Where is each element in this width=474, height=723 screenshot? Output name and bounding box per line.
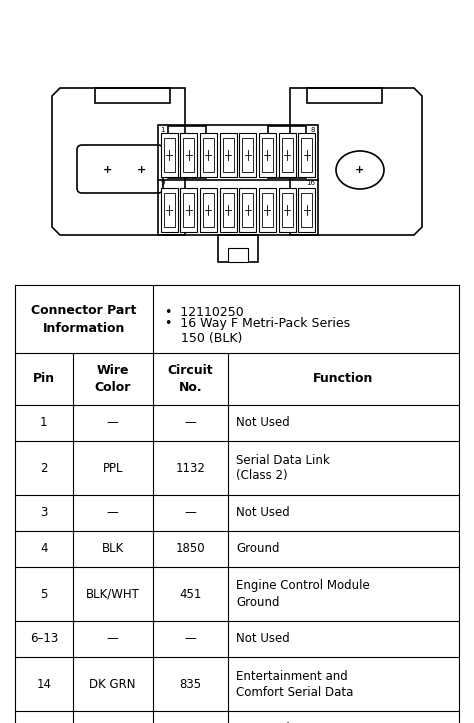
Text: Not Used: Not Used [236,507,290,520]
Text: 451: 451 [179,588,201,601]
Bar [279,133,296,177]
Bar [279,188,296,232]
Text: BLK: BLK [101,542,124,555]
Bar [282,193,292,227]
Bar [183,193,194,227]
Bar [262,193,273,227]
Text: •  16 Way F Metri-Pack Series
    150 (BLK): • 16 Way F Metri-Pack Series 150 (BLK) [164,317,350,345]
Text: Ground: Ground [236,542,280,555]
Text: Wire
Color: Wire Color [94,364,131,394]
Bar [307,88,382,103]
Bar [95,88,170,103]
Bar [242,193,253,227]
Text: 1850: 1850 [175,542,205,555]
Text: —: — [107,416,118,429]
Text: —: — [184,416,196,429]
Text: Connector Part
Information: Connector Part Information [31,304,137,335]
Bar [223,193,234,227]
Bar [180,133,197,177]
Bar [164,138,174,172]
Bar [228,248,248,262]
Text: 9: 9 [161,180,165,186]
Bar [203,193,214,227]
Text: Engine Control Module
Ground: Engine Control Module Ground [236,580,370,609]
Text: •  12110250: • 12110250 [164,307,243,320]
Text: 1: 1 [40,416,47,429]
Bar [164,193,174,227]
Text: 8: 8 [311,127,315,133]
Bar [239,188,256,232]
Bar [203,138,214,172]
Text: Entertainment and
Comfort Serial Data: Entertainment and Comfort Serial Data [236,669,354,698]
Bar [161,133,178,177]
Bar [242,138,253,172]
Bar [218,235,258,262]
Bar [259,188,276,232]
Text: Circuit
No.: Circuit No. [168,364,213,394]
Text: Function: Function [313,372,374,385]
Text: Pin: Pin [33,372,55,385]
Text: —: — [184,633,196,646]
Bar [219,188,237,232]
Bar [262,138,273,172]
Bar [298,133,315,177]
Text: BLK/WHT: BLK/WHT [86,588,140,601]
Bar [200,133,217,177]
Text: +: + [356,165,365,175]
Text: 1132: 1132 [175,461,205,474]
Bar [183,138,194,172]
Text: 2: 2 [40,461,47,474]
Text: 5: 5 [40,588,47,601]
Text: +: + [137,165,146,175]
Bar [200,188,217,232]
Bar [282,138,292,172]
Text: PPL: PPL [102,461,123,474]
Bar [268,126,306,178]
Text: +: + [103,165,113,175]
Text: Not Used: Not Used [236,633,290,646]
Text: 3: 3 [40,507,47,520]
Text: 4: 4 [40,542,47,555]
Bar [298,188,315,232]
Bar [223,138,234,172]
Text: —: — [107,633,118,646]
Bar [219,133,237,177]
Bar [180,188,197,232]
Text: Serial Data Link
(Class 2): Serial Data Link (Class 2) [236,453,330,482]
Text: 835: 835 [179,677,201,690]
Bar [168,126,206,178]
Bar [158,125,318,235]
Bar [301,193,312,227]
Text: 6–13: 6–13 [30,633,58,646]
Bar [259,133,276,177]
Text: 14: 14 [36,677,51,690]
Text: 1: 1 [161,127,165,133]
Text: —: — [184,507,196,520]
Bar [161,188,178,232]
Text: DK GRN: DK GRN [90,677,136,690]
Bar [301,138,312,172]
Text: 16: 16 [306,180,315,186]
Bar [239,133,256,177]
Text: Not Used: Not Used [236,416,290,429]
Text: —: — [107,507,118,520]
